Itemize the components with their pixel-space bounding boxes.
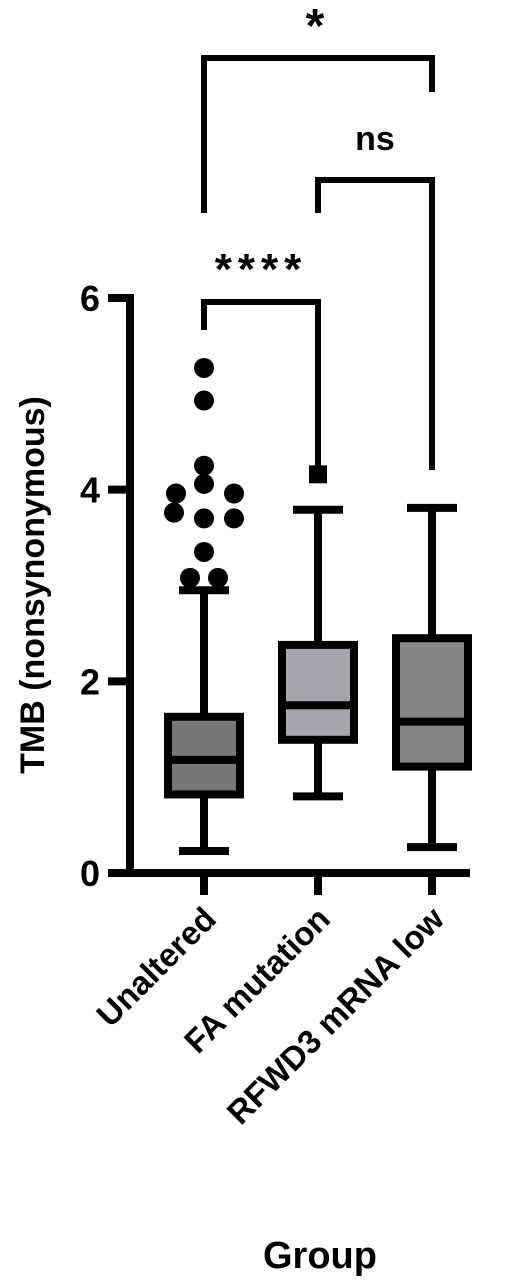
- outlier: [208, 567, 228, 588]
- outlier: [194, 455, 214, 476]
- outlier: [164, 502, 184, 523]
- x-tick-label: RFWD3 mRNA low: [220, 900, 452, 1132]
- outlier: [224, 508, 244, 529]
- outlier: [194, 390, 214, 411]
- box: [164, 712, 244, 799]
- box: [392, 634, 472, 771]
- outlier: [309, 465, 327, 484]
- y-tick-label: 6: [80, 278, 100, 319]
- outlier: [194, 508, 214, 529]
- significance-bracket: [315, 177, 435, 470]
- significance-bracket: [201, 55, 435, 213]
- y-tick-label: 4: [80, 470, 100, 511]
- outlier: [194, 473, 214, 494]
- significance-bracket: [201, 299, 321, 470]
- outlier: [224, 483, 244, 504]
- box: [278, 640, 358, 744]
- y-axis-label: TMB (nonsynonymous): [14, 396, 52, 774]
- outlier: [166, 483, 186, 504]
- x-axis-label: Group: [263, 1235, 377, 1277]
- outlier: [194, 357, 214, 378]
- y-tick-label: 0: [80, 853, 100, 894]
- significance-label: ****: [215, 245, 308, 294]
- outlier: [194, 541, 214, 562]
- significance-label: ns: [355, 120, 395, 158]
- outlier: [180, 567, 200, 588]
- y-tick-label: 2: [80, 661, 100, 702]
- significance-label: *: [306, 0, 331, 53]
